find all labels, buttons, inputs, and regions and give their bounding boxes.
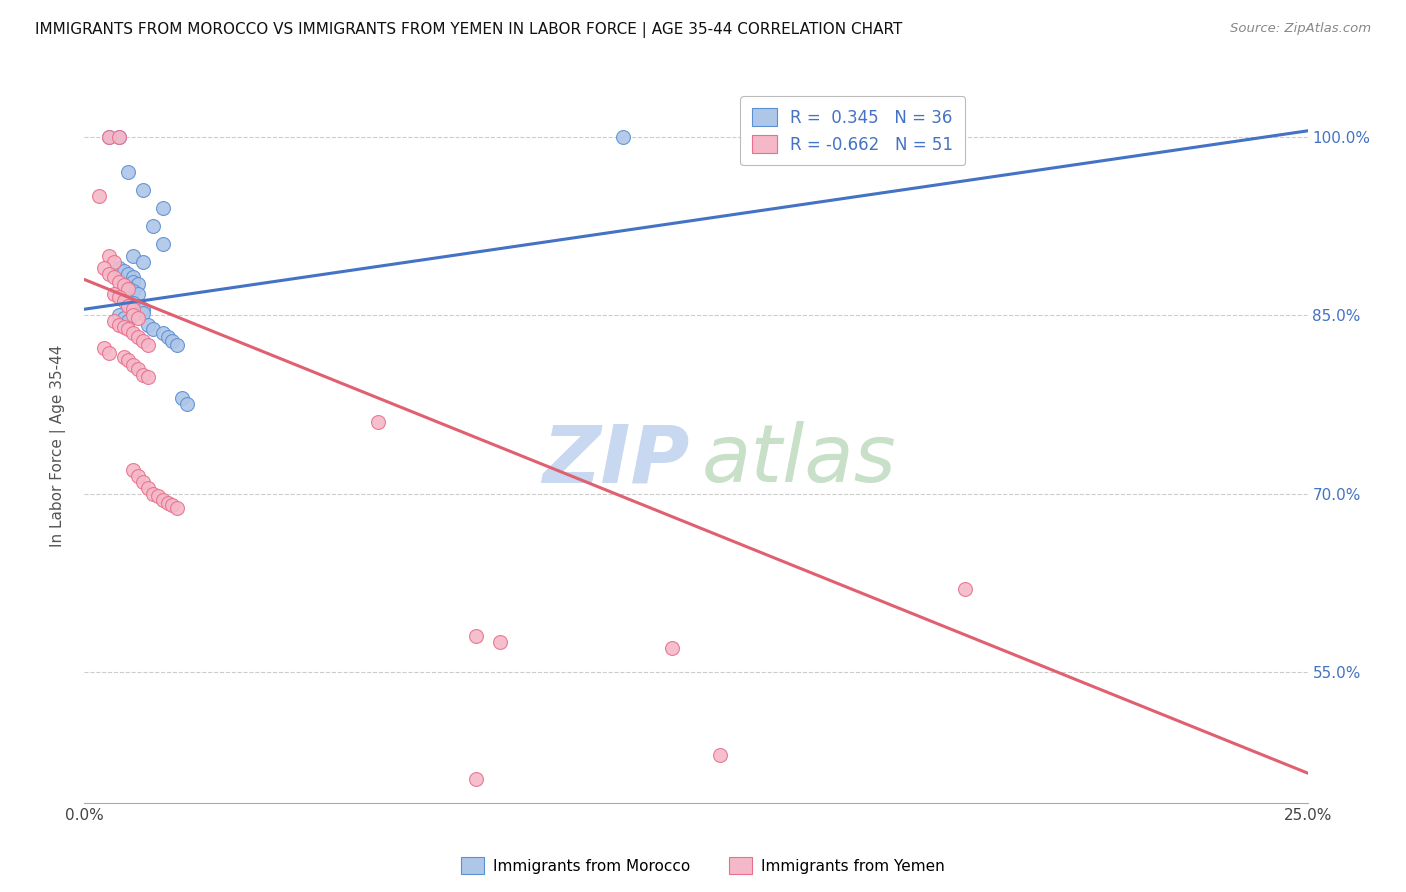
Point [132, 254, 155, 268]
Point [97, 129, 120, 144]
Point [367, 415, 389, 429]
Point [97, 346, 120, 360]
Point [107, 308, 129, 322]
Point [97, 249, 120, 263]
Legend: Immigrants from Morocco, Immigrants from Yemen: Immigrants from Morocco, Immigrants from… [456, 851, 950, 880]
Point [132, 183, 155, 197]
Point [103, 286, 125, 301]
Point [122, 358, 145, 372]
Point [122, 296, 145, 310]
Point [953, 582, 976, 596]
Point [661, 641, 683, 656]
Point [122, 270, 145, 285]
Point [464, 772, 486, 786]
Point [142, 322, 165, 336]
Point [117, 299, 139, 313]
Point [112, 320, 135, 334]
Point [152, 236, 174, 251]
Point [127, 468, 149, 483]
Point [127, 277, 149, 292]
Point [117, 165, 139, 179]
Point [156, 329, 179, 343]
Point [112, 310, 135, 325]
Point [152, 326, 174, 340]
Point [464, 629, 486, 643]
Point [117, 353, 139, 368]
Point [142, 486, 165, 500]
Point [107, 318, 129, 332]
Point [122, 302, 145, 317]
Point [87, 189, 110, 203]
Point [127, 310, 149, 325]
Point [132, 306, 155, 320]
Point [122, 285, 145, 299]
Point [136, 338, 159, 352]
Point [112, 350, 135, 364]
Point [112, 278, 135, 293]
Point [166, 338, 188, 352]
Point [146, 489, 169, 503]
Point [162, 334, 184, 349]
Point [97, 129, 120, 144]
Point [162, 499, 184, 513]
Point [166, 500, 188, 515]
Point [122, 249, 145, 263]
Text: atlas: atlas [702, 421, 897, 500]
Point [112, 293, 135, 308]
Point [93, 342, 115, 356]
Point [93, 260, 115, 275]
Point [117, 282, 139, 296]
Point [132, 334, 155, 349]
Point [122, 463, 145, 477]
Legend: R =  0.345   N = 36, R = -0.662   N = 51: R = 0.345 N = 36, R = -0.662 N = 51 [741, 96, 965, 165]
Point [489, 635, 512, 649]
Point [97, 267, 120, 281]
Point [122, 326, 145, 340]
Point [152, 492, 174, 507]
Point [112, 264, 135, 278]
Point [107, 129, 129, 144]
Point [117, 281, 139, 295]
Point [107, 275, 129, 289]
Point [136, 370, 159, 384]
Point [136, 481, 159, 495]
Point [117, 267, 139, 281]
Point [103, 270, 125, 285]
Point [127, 286, 149, 301]
Point [152, 201, 174, 215]
Point [103, 314, 125, 328]
Point [107, 129, 129, 144]
Point [132, 368, 155, 382]
Point [107, 290, 129, 304]
Text: IMMIGRANTS FROM MOROCCO VS IMMIGRANTS FROM YEMEN IN LABOR FORCE | AGE 35-44 CORR: IMMIGRANTS FROM MOROCCO VS IMMIGRANTS FR… [35, 22, 903, 38]
Point [103, 254, 125, 268]
Point [127, 299, 149, 313]
Point [117, 293, 139, 308]
Point [132, 302, 155, 317]
Point [136, 318, 159, 332]
Point [172, 392, 194, 406]
Point [127, 361, 149, 376]
Point [176, 397, 198, 411]
Point [122, 275, 145, 289]
Point [132, 475, 155, 489]
Point [142, 219, 165, 233]
Y-axis label: In Labor Force | Age 35-44: In Labor Force | Age 35-44 [49, 345, 66, 547]
Point [117, 322, 139, 336]
Point [112, 290, 135, 304]
Point [612, 129, 634, 144]
Point [156, 496, 179, 510]
Text: Source: ZipAtlas.com: Source: ZipAtlas.com [1230, 22, 1371, 36]
Point [122, 308, 145, 322]
Point [107, 260, 129, 275]
Text: ZIP: ZIP [543, 421, 690, 500]
Point [117, 314, 139, 328]
Point [127, 329, 149, 343]
Point [709, 748, 731, 763]
